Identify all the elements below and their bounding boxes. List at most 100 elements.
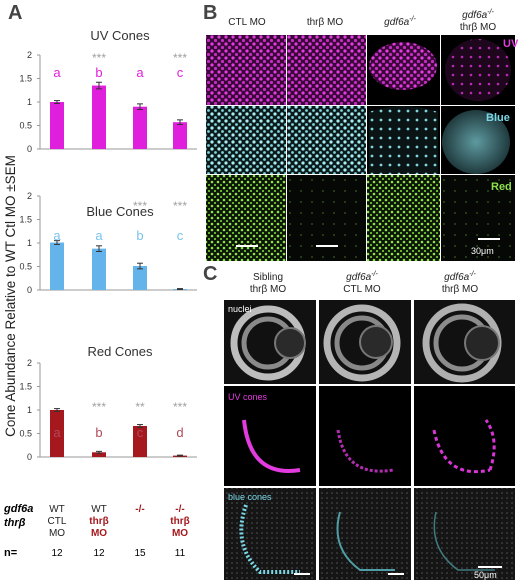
c-image-blue-3 xyxy=(414,488,515,580)
chart-title: Red Cones xyxy=(87,344,153,359)
bar xyxy=(92,248,106,290)
y-tick-label: 0.5 xyxy=(19,262,32,272)
group-letter: b xyxy=(95,425,102,440)
n-value: 11 xyxy=(175,548,186,559)
c-row-label-blue: blue cones xyxy=(228,492,272,502)
c-row-label-nuclei: nuclei xyxy=(228,304,252,314)
b-scale-label: 30μm xyxy=(471,246,494,256)
group-letter: b xyxy=(95,65,102,80)
y-tick-label: 0 xyxy=(27,144,32,154)
c-image-blue-1 xyxy=(224,488,316,580)
n-values: 12 12 15 11 xyxy=(51,548,185,559)
y-tick-label: 1.5 xyxy=(19,382,32,392)
gdf6a-row-label: gdf6a xyxy=(3,503,33,515)
chart-title: Blue Cones xyxy=(86,204,154,219)
b-image-red-gdf6a-thrb xyxy=(441,175,515,261)
n-value: 12 xyxy=(51,548,63,559)
y-tick-label: 0 xyxy=(27,285,32,295)
group-letter: a xyxy=(95,228,103,243)
genotype-label: WT xyxy=(91,504,107,515)
b-col-gdf6a-thrb-line1: gdf6a-/- xyxy=(462,9,494,21)
y-tick-label: 0.5 xyxy=(19,121,32,131)
panel-c-label: C xyxy=(203,263,217,285)
b-image-blue-thrb xyxy=(287,106,366,174)
c-image-blue-2 xyxy=(319,488,411,580)
group-letter: d xyxy=(176,425,183,440)
genotype-label: WT xyxy=(49,504,65,515)
c-scale-bar-3 xyxy=(478,566,502,568)
b-row-label-red: Red xyxy=(491,181,512,193)
b-scale-bar-2 xyxy=(316,245,338,247)
b-image-blue-gdf6a-thrb xyxy=(442,110,510,174)
c-image-uv-3 xyxy=(414,386,515,486)
y-tick-label: 2 xyxy=(27,191,32,201)
b-image-blue-gdf6a xyxy=(369,106,438,174)
panel-b-headers: CTL MO thrβ MO gdf6a-/- gdf6a-/- thrβ MO xyxy=(228,9,496,33)
significance-marker: *** xyxy=(173,400,187,414)
c-col-2-line1: gdf6a-/- xyxy=(346,271,378,283)
genotype-label: -/- xyxy=(135,504,144,515)
c-blue-arc-2 xyxy=(336,511,395,571)
chart-title: UV Cones xyxy=(90,28,150,43)
bar xyxy=(50,242,64,290)
c-nuclei-eye-shapes xyxy=(230,303,502,383)
significance-marker: *** xyxy=(92,51,106,65)
significance-marker: ** xyxy=(135,400,145,414)
group-letter: c xyxy=(137,425,144,440)
bar xyxy=(92,85,106,149)
b-col-ctl-mo: CTL MO xyxy=(228,17,266,28)
genotype-label: CTL xyxy=(48,516,67,527)
genotype-label: thrβ xyxy=(170,516,189,527)
bar xyxy=(92,452,106,457)
c-blue-arc-3 xyxy=(433,511,495,571)
n-value: 15 xyxy=(134,548,146,559)
b-image-uv-ctl xyxy=(206,35,286,105)
c-uv-arc-3 xyxy=(432,419,496,474)
group-letter: a xyxy=(53,65,61,80)
b-image-uv-gdf6a xyxy=(369,42,437,90)
genotype-label: MO xyxy=(91,528,107,539)
thrb-row-label: thrβ xyxy=(4,517,26,529)
c-row-label-uv: UV cones xyxy=(228,392,268,402)
b-image-uv-thrb xyxy=(287,35,366,105)
bar xyxy=(133,266,147,290)
significance-marker: *** xyxy=(173,51,187,65)
c-col-2-line2: CTL MO xyxy=(343,284,381,295)
b-scale-bar-3 xyxy=(478,238,500,240)
c-scale-bar-2 xyxy=(388,573,404,575)
y-tick-label: 1.5 xyxy=(19,74,32,84)
genotype-label: MO xyxy=(172,528,188,539)
panel-b-label: B xyxy=(203,2,217,24)
bar xyxy=(50,410,64,457)
chart-3: Red Cones 0 0.5 1 1.5 2 a *** b ** c *** d xyxy=(19,344,197,462)
group-letter: c xyxy=(177,228,184,243)
c-uv-arc-1 xyxy=(242,419,301,473)
y-tick-label: 1 xyxy=(27,238,32,248)
significance-marker: *** xyxy=(133,199,147,213)
genotype-label: MO xyxy=(49,528,65,539)
b-image-uv-gdf6a-thrb xyxy=(445,39,511,101)
b-row-label-blue: Blue xyxy=(486,112,510,124)
c-col-3-line2: thrβ MO xyxy=(442,284,479,295)
b-image-red-thrb xyxy=(287,175,366,261)
c-col-3-line1: gdf6a-/- xyxy=(444,271,476,283)
genotype-label: thrβ xyxy=(89,516,108,527)
b-image-red-gdf6a xyxy=(367,175,440,261)
bar xyxy=(50,102,64,149)
panel-c-headers: Sibling thrβ MO gdf6a-/- CTL MO gdf6a-/-… xyxy=(250,271,479,295)
bar xyxy=(133,425,147,457)
b-col-gdf6a-thrb-line2: thrβ MO xyxy=(460,22,497,33)
group-letter: a xyxy=(136,65,144,80)
c-col-1-line1: Sibling xyxy=(253,272,283,283)
y-tick-label: 2 xyxy=(27,50,32,60)
c-scale-label: 50μm xyxy=(474,570,497,580)
c-image-uv-2 xyxy=(319,386,411,486)
b-scale-bar-1 xyxy=(236,245,258,247)
b-col-gdf6a: gdf6a-/- xyxy=(384,16,416,28)
y-tick-label: 1.5 xyxy=(19,215,32,225)
chart-2: Blue Cones 0 0.5 1 1.5 2 a a *** b *** c xyxy=(19,191,197,295)
n-value: 12 xyxy=(93,548,105,559)
